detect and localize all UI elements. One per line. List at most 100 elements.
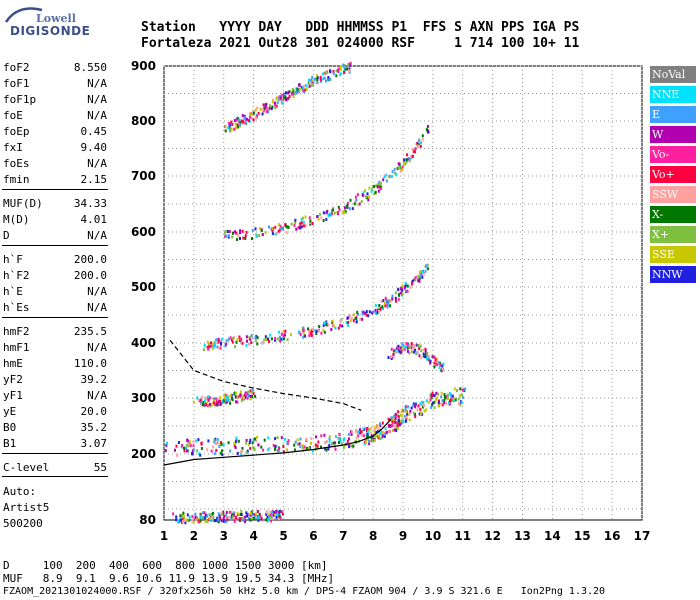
echo-point xyxy=(203,516,206,520)
echo-point xyxy=(437,404,440,408)
echo-point xyxy=(204,513,207,517)
echo-point xyxy=(341,324,344,328)
echo-point xyxy=(319,75,322,79)
echo-point xyxy=(197,438,200,442)
echo-point xyxy=(255,116,258,120)
echo-point xyxy=(277,223,280,227)
echo-point xyxy=(375,430,378,434)
echo-point xyxy=(222,519,225,523)
echo-point xyxy=(252,109,255,113)
echo-point xyxy=(339,324,341,327)
echo-point xyxy=(416,144,419,148)
echo-point xyxy=(234,122,237,126)
echo-point xyxy=(412,150,415,153)
echo-point xyxy=(365,434,368,438)
echo-point xyxy=(206,402,209,406)
echo-point xyxy=(401,342,404,346)
echo-point xyxy=(358,202,361,206)
echo-point xyxy=(387,302,390,306)
echo-point xyxy=(229,449,232,453)
echo-point xyxy=(429,398,432,402)
echo-point xyxy=(401,286,403,290)
echo-point xyxy=(264,103,267,107)
echo-point xyxy=(315,329,318,333)
echo-point xyxy=(253,513,256,517)
echo-point xyxy=(431,391,434,395)
echo-point xyxy=(316,444,319,448)
echo-point xyxy=(245,343,248,347)
echo-point xyxy=(256,516,259,520)
echo-point xyxy=(357,203,360,207)
echo-point xyxy=(286,97,289,101)
echo-point xyxy=(370,189,373,193)
echo-point xyxy=(383,175,386,179)
echo-point xyxy=(399,419,402,423)
echo-point xyxy=(250,513,253,517)
echo-point xyxy=(275,509,278,513)
echo-point xyxy=(371,311,373,315)
echo-point xyxy=(326,71,329,75)
echo-point xyxy=(414,344,417,348)
echo-point xyxy=(200,447,203,450)
echo-point xyxy=(191,449,194,453)
echo-point xyxy=(349,63,351,67)
echo-point xyxy=(250,117,253,120)
echo-trace-f-4hop xyxy=(224,61,352,133)
echo-point xyxy=(325,323,328,327)
profile-curve-dashed xyxy=(169,339,362,411)
echo-point xyxy=(360,430,363,434)
echo-point xyxy=(284,437,286,441)
echo-point xyxy=(327,76,330,79)
echo-point xyxy=(210,449,213,453)
echo-point xyxy=(404,282,407,285)
echo-point xyxy=(383,434,386,438)
echo-point xyxy=(203,511,206,515)
param-label: foE xyxy=(3,109,23,122)
param-row-yf1: yF1 N/A xyxy=(3,388,107,404)
echo-point xyxy=(208,402,211,406)
echo-point xyxy=(266,107,269,111)
echo-point xyxy=(356,193,359,197)
echo-point xyxy=(353,317,356,321)
echo-point xyxy=(401,165,404,169)
echo-point xyxy=(307,330,310,334)
echo-point xyxy=(219,440,222,444)
echo-point xyxy=(258,512,261,516)
echo-point xyxy=(390,347,393,351)
echo-point xyxy=(414,415,417,419)
echo-point xyxy=(401,284,404,288)
echo-point xyxy=(367,438,370,442)
echo-point xyxy=(416,408,419,412)
echo-point xyxy=(278,514,281,518)
echo-point xyxy=(388,424,391,428)
echo-point xyxy=(236,238,239,241)
echo-point xyxy=(256,435,258,439)
echo-point xyxy=(317,329,320,333)
echo-point xyxy=(204,399,206,403)
echo-point xyxy=(251,388,254,392)
echo-point xyxy=(199,453,202,457)
param-label: M(D) xyxy=(3,213,30,226)
echo-point xyxy=(457,397,460,401)
echo-point xyxy=(390,357,393,360)
param-row-b1: B1 3.07 xyxy=(3,436,107,452)
echo-point xyxy=(270,510,273,514)
echo-point xyxy=(420,349,423,353)
echo-point xyxy=(379,306,382,310)
echo-point xyxy=(279,96,282,100)
echo-point xyxy=(391,297,394,301)
echo-point xyxy=(240,337,243,341)
echo-point xyxy=(274,447,276,451)
echo-point xyxy=(299,333,302,337)
echo-point xyxy=(361,317,364,321)
echo-point xyxy=(220,519,223,523)
echo-point xyxy=(324,212,327,215)
echo-point xyxy=(410,350,413,354)
echo-point xyxy=(235,400,238,404)
echo-point xyxy=(277,330,280,334)
echo-point xyxy=(378,434,381,438)
x-tick-label: 3 xyxy=(220,529,228,543)
echo-point xyxy=(192,400,195,404)
echo-point xyxy=(186,518,189,522)
echo-point xyxy=(404,345,407,349)
